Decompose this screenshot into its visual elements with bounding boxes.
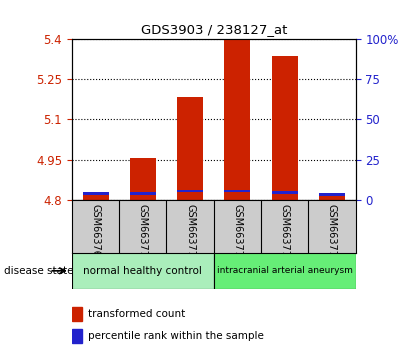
Bar [319,193,345,200]
Text: intracranial arterial aneurysm: intracranial arterial aneurysm [217,266,353,275]
Text: GSM663771: GSM663771 [185,204,195,263]
Text: disease state: disease state [4,266,74,276]
Bar [130,158,156,200]
Text: normal healthy control: normal healthy control [83,266,202,276]
Bar [272,191,298,194]
Text: transformed count: transformed count [88,309,185,319]
Bar [224,40,250,200]
Text: GSM663770: GSM663770 [138,204,148,263]
Bar [130,192,156,195]
Bar [177,189,203,193]
Bar [319,193,345,196]
Bar [83,192,109,195]
Bar [72,307,82,321]
Bar [224,189,250,193]
Bar [72,253,214,289]
Bar [72,329,82,343]
Text: GSM663772: GSM663772 [232,204,242,263]
Text: GSM663773: GSM663773 [279,204,290,263]
Bar [214,253,356,289]
Bar [83,193,109,200]
Bar [177,97,203,200]
Text: GSM663769: GSM663769 [90,204,101,263]
Bar [272,56,298,200]
Text: percentile rank within the sample: percentile rank within the sample [88,331,264,341]
Title: GDS3903 / 238127_at: GDS3903 / 238127_at [141,23,287,36]
Text: GSM663774: GSM663774 [327,204,337,263]
